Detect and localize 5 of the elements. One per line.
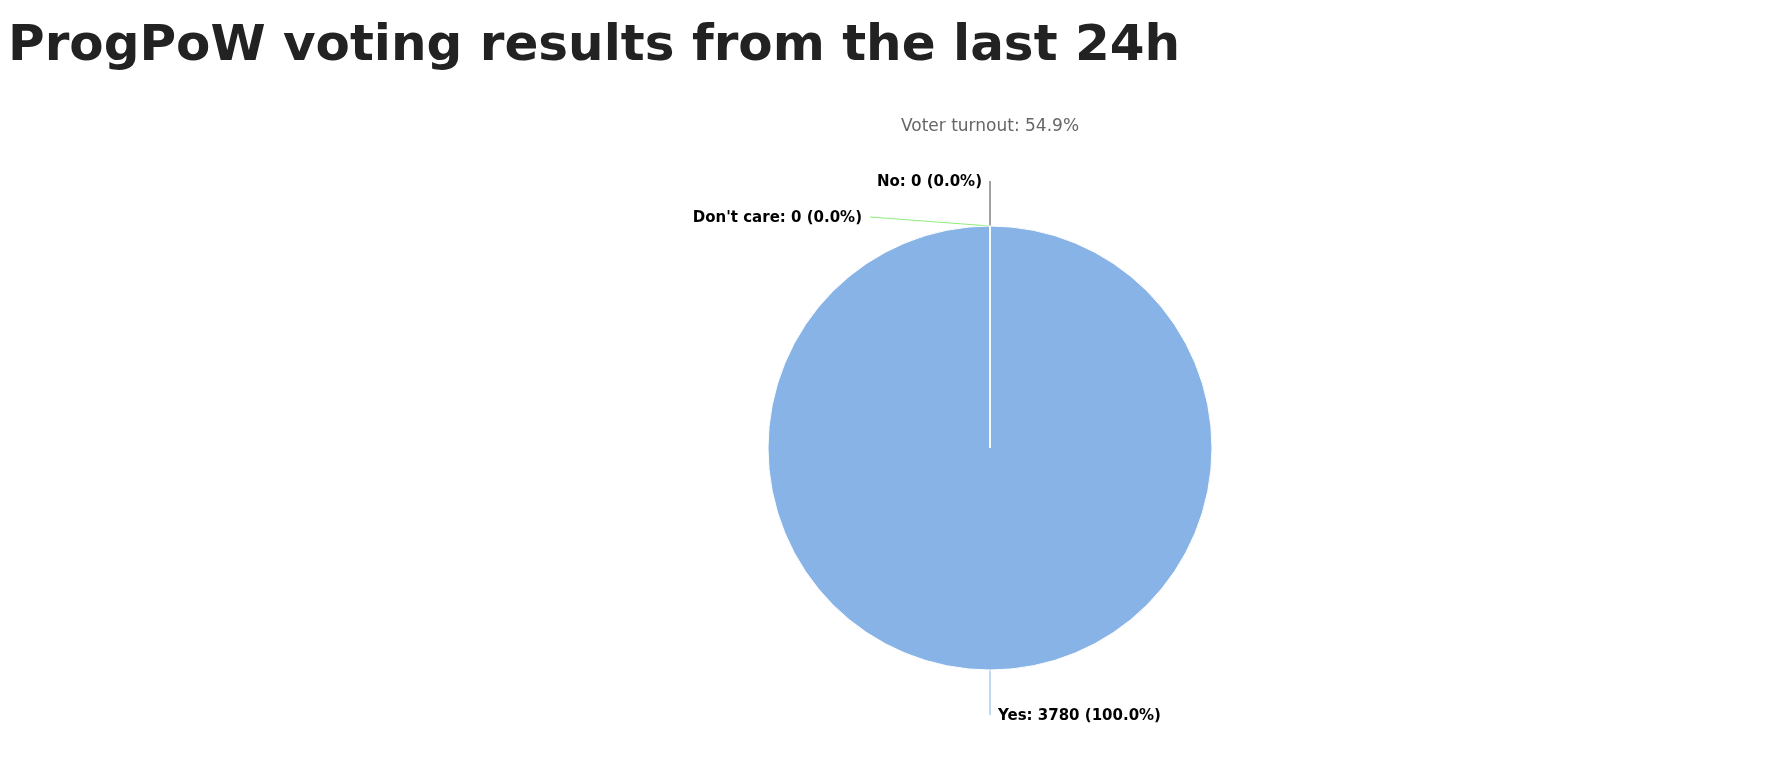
category-label: Don't care: 0 (0.0%) — [692, 208, 862, 226]
slice-label: Yes: 3780 (100.0%) — [997, 706, 1161, 724]
category-label: No: 0 (0.0%) — [876, 172, 982, 190]
chart-subtitle: Voter turnout: 54.9% — [900, 115, 1080, 135]
chart-title: ProgPoW voting results from the last 24h — [8, 14, 1181, 72]
